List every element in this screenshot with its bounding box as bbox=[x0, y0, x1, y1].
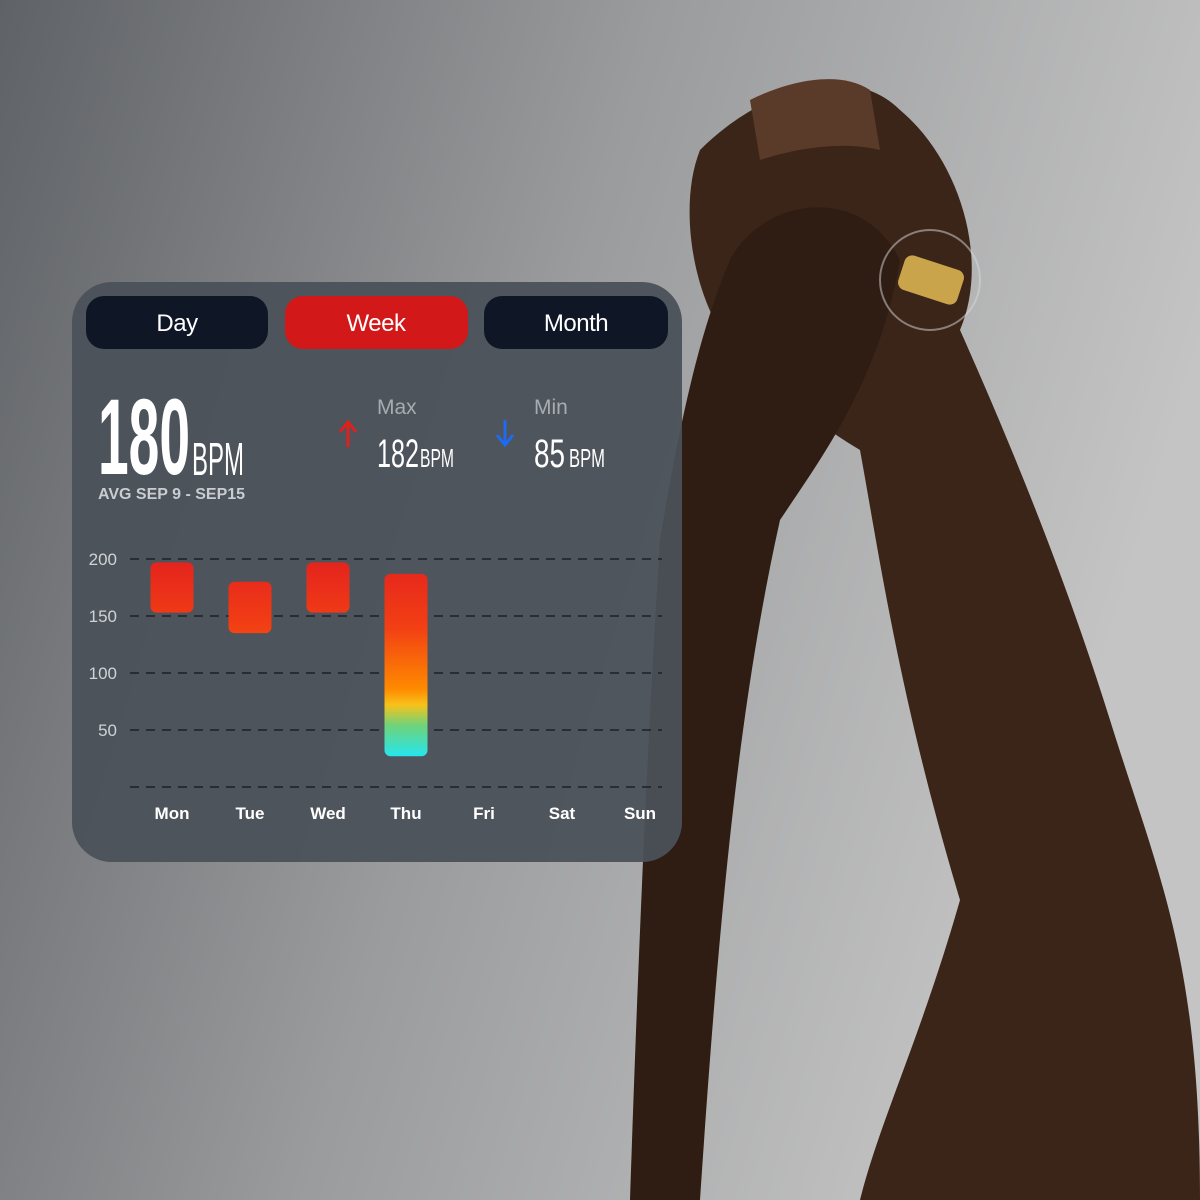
bar bbox=[150, 562, 194, 613]
x-tick-label: Mon bbox=[155, 804, 190, 823]
y-tick-label: 150 bbox=[89, 607, 117, 626]
bar bbox=[306, 562, 350, 613]
arm-left bbox=[630, 207, 900, 1200]
y-tick-label: 50 bbox=[98, 721, 117, 740]
max-unit: BPM bbox=[420, 443, 454, 473]
y-tick-label: 200 bbox=[89, 550, 117, 569]
tab-label[interactable]: Month bbox=[544, 310, 609, 337]
tab-day[interactable] bbox=[86, 296, 268, 349]
fingers bbox=[750, 79, 880, 160]
tab-week[interactable] bbox=[285, 296, 468, 349]
x-tick-label: Tue bbox=[236, 804, 265, 823]
chart: 50 100 150 200 Mon Tue Wed Thu Fri Sat Sun bbox=[89, 550, 662, 823]
max-value: 182 bbox=[377, 432, 419, 476]
min-value: 85 bbox=[534, 432, 565, 476]
avg-caption: AVG SEP 9 - SEP15 bbox=[98, 486, 245, 503]
tab-label[interactable]: Week bbox=[347, 310, 408, 337]
ring-halo bbox=[879, 229, 981, 331]
avg-value: 180 bbox=[98, 376, 190, 497]
arrow-down bbox=[495, 420, 515, 448]
tab-month[interactable] bbox=[484, 296, 668, 349]
bar bbox=[228, 581, 272, 634]
max-label: Max bbox=[377, 396, 417, 419]
card: Day Week Month 180 BPM AVG SEP 9 - SEP15… bbox=[72, 282, 682, 862]
x-tick-label: Sat bbox=[549, 804, 576, 823]
arrow-up bbox=[338, 419, 358, 447]
x-tick-label: Sun bbox=[624, 804, 656, 823]
x-tick-label: Fri bbox=[473, 804, 495, 823]
x-tick-label: Wed bbox=[310, 804, 346, 823]
avg-unit: BPM bbox=[192, 433, 244, 485]
y-tick-label: 100 bbox=[89, 664, 117, 683]
tab-label[interactable]: Day bbox=[156, 310, 198, 337]
min-label: Min bbox=[534, 396, 568, 419]
x-tick-label: Thu bbox=[390, 804, 421, 823]
min-unit: BPM bbox=[569, 443, 605, 473]
bar bbox=[384, 573, 428, 757]
ring bbox=[898, 255, 964, 305]
